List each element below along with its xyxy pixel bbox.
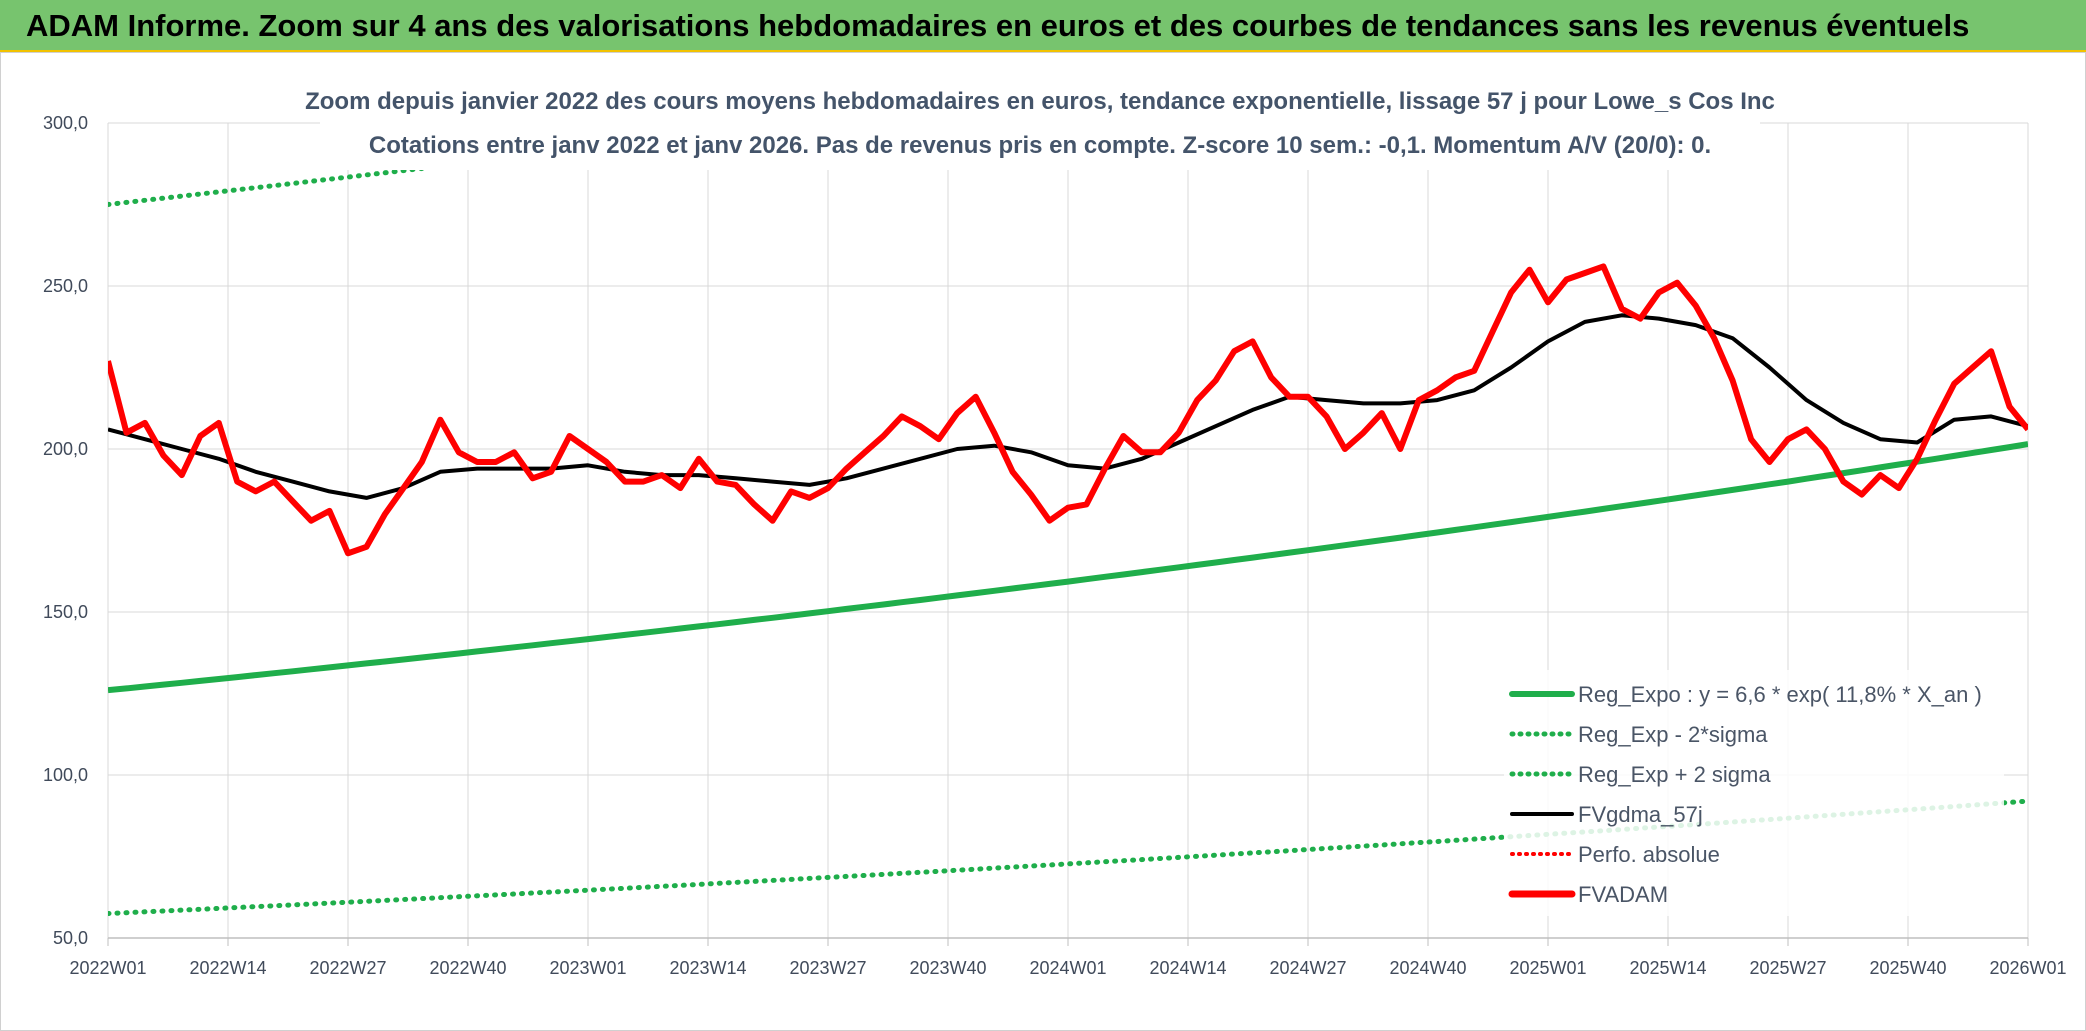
x-axis-ticks: 2022W01 2022W14 2022W27 2022W40 2023W01 2023W…	[69, 958, 2066, 978]
y-tick-label: 100,0	[43, 765, 88, 785]
x-tick-label: 2022W27	[309, 958, 386, 978]
x-tick-label: 2026W01	[1989, 958, 2066, 978]
x-tick-label: 2024W01	[1029, 958, 1106, 978]
legend-label: Reg_Exp - 2*sigma	[1578, 722, 1768, 747]
x-tick-label: 2023W01	[549, 958, 626, 978]
x-tick-label: 2024W40	[1389, 958, 1466, 978]
y-tick-label: 200,0	[43, 439, 88, 459]
x-tick-label: 2025W27	[1749, 958, 1826, 978]
y-tick-label: 250,0	[43, 276, 88, 296]
legend-label: FVgdma_57j	[1578, 802, 1703, 827]
x-tick-label: 2023W40	[909, 958, 986, 978]
y-tick-label: 50,0	[53, 928, 88, 948]
series-reg-expo	[108, 441, 2028, 694]
x-tick-label: 2022W40	[429, 958, 506, 978]
y-tick-label: 150,0	[43, 602, 88, 622]
x-tick-label: 2023W27	[789, 958, 866, 978]
x-tick-label: 2025W14	[1629, 958, 1706, 978]
subtitle: Zoom depuis janvier 2022 des cours moyen…	[305, 80, 1775, 170]
x-tick-label: 2025W40	[1869, 958, 1946, 978]
x-tick-label: 2024W14	[1149, 958, 1226, 978]
x-tick-label: 2023W14	[669, 958, 746, 978]
subtitle-background	[320, 80, 1760, 170]
title-bar: ADAM Informe. Zoom sur 4 ans des valoris…	[0, 0, 2086, 52]
legend-label: FVADAM	[1578, 882, 1668, 907]
x-tick-label: 2025W01	[1509, 958, 1586, 978]
legend-label: Perfo. absolue	[1578, 842, 1720, 867]
page-title: ADAM Informe. Zoom sur 4 ans des valoris…	[26, 8, 1970, 43]
x-tick-label: 2024W27	[1269, 958, 1346, 978]
legend-label: Reg_Expo : y = 6,6 * exp( 11,8% * X_an )	[1578, 682, 1982, 707]
series-fvadam	[108, 263, 2028, 557]
subtitle-line-2: Cotations entre janv 2022 et janv 2026. …	[369, 132, 1711, 159]
legend-label: Reg_Exp + 2 sigma	[1578, 762, 1771, 787]
subtitle-line-1: Zoom depuis janvier 2022 des cours moyen…	[305, 88, 1775, 115]
x-tick-label: 2022W14	[189, 958, 266, 978]
legend-background	[1504, 670, 2004, 916]
y-tick-label: 300,0	[43, 113, 88, 133]
x-tick-label: 2022W01	[69, 958, 146, 978]
y-axis-ticks: 50,0 100,0 150,0 200,0 250,0 300,0	[43, 113, 88, 948]
legend: Reg_Expo : y = 6,6 * exp( 11,8% * X_an )…	[1504, 670, 2004, 916]
